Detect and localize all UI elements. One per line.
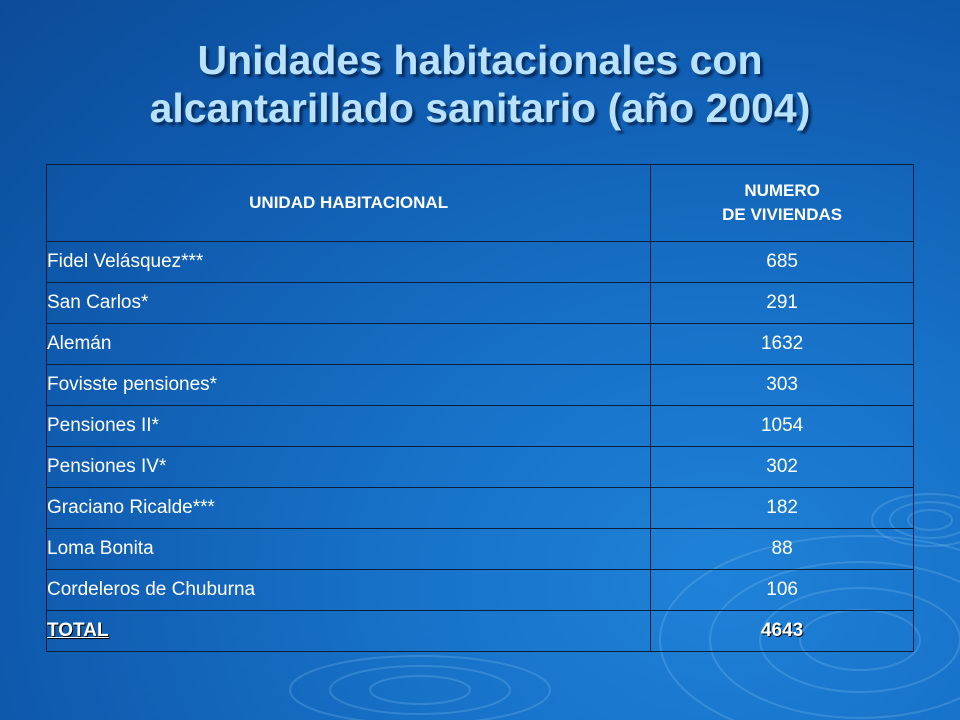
table-row: Loma Bonita 88 <box>45 528 914 570</box>
unit-name-cell: Alemán <box>45 323 652 365</box>
unit-name-cell: San Carlos* <box>45 282 652 324</box>
table-row: Pensiones II* 1054 <box>45 405 914 447</box>
unit-count-cell: 1632 <box>650 323 914 365</box>
table-row: Cordeleros de Chuburna 106 <box>45 569 914 611</box>
slide-title: Unidades habitacionales con alcantarilla… <box>40 36 920 132</box>
unit-count-cell: 685 <box>650 241 914 283</box>
title-line-2: alcantarillado sanitario (año 2004) <box>149 85 811 131</box>
table-row: Alemán 1632 <box>45 323 914 365</box>
title-line-1: Unidades habitacionales con <box>197 37 763 83</box>
unit-count-cell: 1054 <box>650 405 914 447</box>
unit-count-cell: 303 <box>650 364 914 406</box>
unit-name-cell: Cordeleros de Chuburna <box>45 569 652 611</box>
total-value-cell: 4643 <box>650 610 914 652</box>
unit-name-cell: Fovisste pensiones* <box>45 364 652 406</box>
header-unidad-habitacional: UNIDAD HABITACIONAL <box>45 164 652 242</box>
table-row: San Carlos* 291 <box>45 282 914 324</box>
header-numero-line-1: NUMERO <box>744 181 820 200</box>
unit-count-cell: 291 <box>650 282 914 324</box>
unit-count-cell: 106 <box>650 569 914 611</box>
header-row: UNIDAD HABITACIONAL NUMERO DE VIVIENDAS <box>45 164 914 242</box>
housing-units-table: UNIDAD HABITACIONAL NUMERO DE VIVIENDAS … <box>45 164 914 652</box>
total-row: TOTAL 4643 <box>45 610 914 652</box>
unit-name-cell: Loma Bonita <box>45 528 652 570</box>
total-label-cell: TOTAL <box>45 610 652 652</box>
unit-name-cell: Graciano Ricalde*** <box>45 487 652 529</box>
table-row: Graciano Ricalde*** 182 <box>45 487 914 529</box>
header-numero-viviendas: NUMERO DE VIVIENDAS <box>650 164 914 242</box>
table-row: Fidel Velásquez*** 685 <box>45 241 914 283</box>
unit-count-cell: 182 <box>650 487 914 529</box>
unit-count-cell: 88 <box>650 528 914 570</box>
table-row: Fovisste pensiones* 303 <box>45 364 914 406</box>
unit-name-cell: Fidel Velásquez*** <box>45 241 652 283</box>
header-numero-line-2: DE VIVIENDAS <box>722 205 843 224</box>
unit-count-cell: 302 <box>650 446 914 488</box>
unit-name-cell: Pensiones II* <box>45 405 652 447</box>
table-row: Pensiones IV* 302 <box>45 446 914 488</box>
unit-name-cell: Pensiones IV* <box>45 446 652 488</box>
